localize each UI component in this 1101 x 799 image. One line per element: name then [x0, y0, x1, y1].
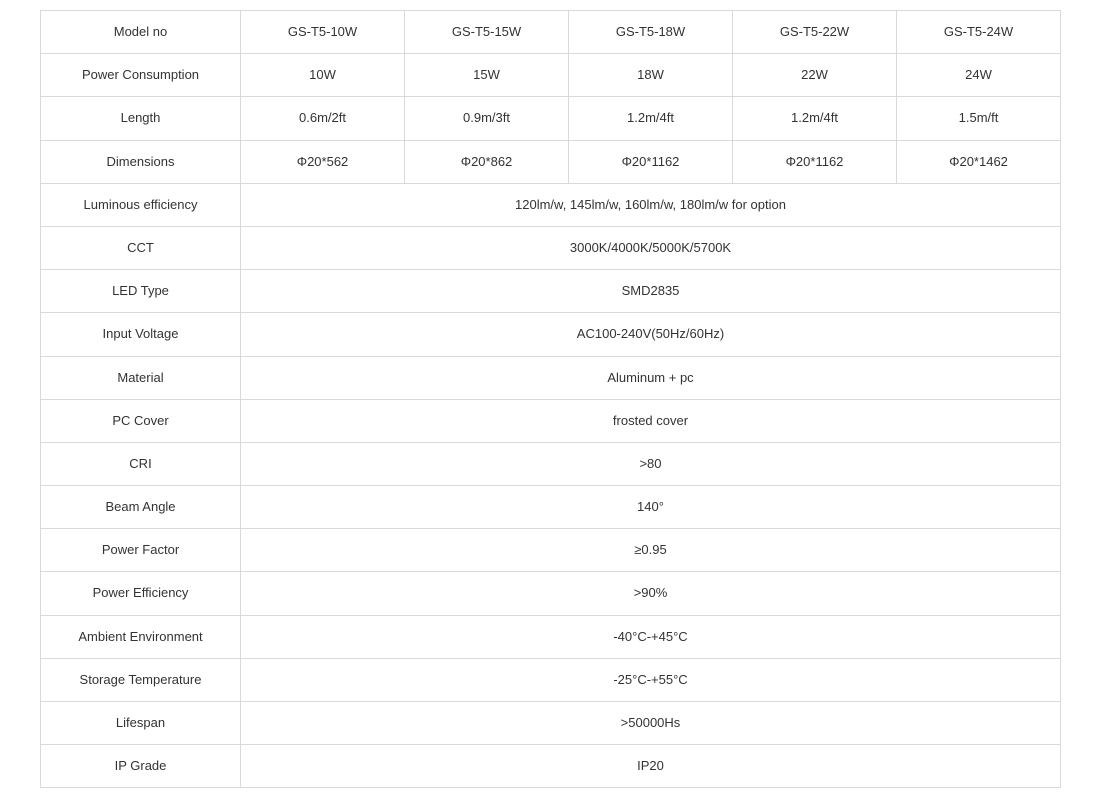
table-row: CRI>80 — [41, 442, 1061, 485]
cell-value: Φ20*1162 — [733, 140, 897, 183]
cell-value: 18W — [569, 54, 733, 97]
spec-table-body: Model noGS-T5-10WGS-T5-15WGS-T5-18WGS-T5… — [41, 11, 1061, 788]
cell-value: 1.2m/4ft — [733, 97, 897, 140]
cell-spanned-value: >90% — [241, 572, 1061, 615]
cell-value: 1.2m/4ft — [569, 97, 733, 140]
cell-spanned-value: >80 — [241, 442, 1061, 485]
cell-value: GS-T5-18W — [569, 11, 733, 54]
table-row: Power Factor≥0.95 — [41, 529, 1061, 572]
row-label: PC Cover — [41, 399, 241, 442]
row-label: LED Type — [41, 270, 241, 313]
table-row: LED TypeSMD2835 — [41, 270, 1061, 313]
row-label: Luminous efficiency — [41, 183, 241, 226]
cell-spanned-value: 120lm/w, 145lm/w, 160lm/w, 180lm/w for o… — [241, 183, 1061, 226]
row-label: Material — [41, 356, 241, 399]
cell-spanned-value: 3000K/4000K/5000K/5700K — [241, 226, 1061, 269]
table-row: Beam Angle140° — [41, 486, 1061, 529]
row-label: Input Voltage — [41, 313, 241, 356]
cell-spanned-value: Aluminum + pc — [241, 356, 1061, 399]
table-row: Storage Temperature-25°C-+55°C — [41, 658, 1061, 701]
row-label: Lifespan — [41, 702, 241, 745]
row-label: Model no — [41, 11, 241, 54]
table-row: Input VoltageAC100-240V(50Hz/60Hz) — [41, 313, 1061, 356]
cell-spanned-value: SMD2835 — [241, 270, 1061, 313]
row-label: CCT — [41, 226, 241, 269]
table-row: Model noGS-T5-10WGS-T5-15WGS-T5-18WGS-T5… — [41, 11, 1061, 54]
cell-spanned-value: -40°C-+45°C — [241, 615, 1061, 658]
row-label: Storage Temperature — [41, 658, 241, 701]
table-row: Length0.6m/2ft0.9m/3ft1.2m/4ft1.2m/4ft1.… — [41, 97, 1061, 140]
row-label: Power Consumption — [41, 54, 241, 97]
table-row: DimensionsΦ20*562Φ20*862Φ20*1162Φ20*1162… — [41, 140, 1061, 183]
table-row: CCT3000K/4000K/5000K/5700K — [41, 226, 1061, 269]
cell-value: Φ20*1462 — [897, 140, 1061, 183]
cell-spanned-value: AC100-240V(50Hz/60Hz) — [241, 313, 1061, 356]
row-label: CRI — [41, 442, 241, 485]
cell-value: GS-T5-10W — [241, 11, 405, 54]
row-label: Ambient Environment — [41, 615, 241, 658]
table-row: PC Coverfrosted cover — [41, 399, 1061, 442]
row-label: Dimensions — [41, 140, 241, 183]
cell-spanned-value: IP20 — [241, 745, 1061, 788]
cell-spanned-value: 140° — [241, 486, 1061, 529]
cell-value: 0.6m/2ft — [241, 97, 405, 140]
cell-value: GS-T5-22W — [733, 11, 897, 54]
cell-value: GS-T5-24W — [897, 11, 1061, 54]
cell-value: Φ20*1162 — [569, 140, 733, 183]
cell-value: 0.9m/3ft — [405, 97, 569, 140]
cell-value: 10W — [241, 54, 405, 97]
cell-spanned-value: >50000Hs — [241, 702, 1061, 745]
cell-value: 1.5m/ft — [897, 97, 1061, 140]
table-row: IP GradeIP20 — [41, 745, 1061, 788]
table-row: Ambient Environment-40°C-+45°C — [41, 615, 1061, 658]
row-label: Beam Angle — [41, 486, 241, 529]
row-label: IP Grade — [41, 745, 241, 788]
spec-table: Model noGS-T5-10WGS-T5-15WGS-T5-18WGS-T5… — [40, 10, 1061, 788]
cell-value: Φ20*862 — [405, 140, 569, 183]
cell-value: 24W — [897, 54, 1061, 97]
table-row: Power Consumption10W15W18W22W24W — [41, 54, 1061, 97]
cell-spanned-value: frosted cover — [241, 399, 1061, 442]
row-label: Length — [41, 97, 241, 140]
cell-spanned-value: ≥0.95 — [241, 529, 1061, 572]
row-label: Power Efficiency — [41, 572, 241, 615]
cell-value: 15W — [405, 54, 569, 97]
cell-value: GS-T5-15W — [405, 11, 569, 54]
row-label: Power Factor — [41, 529, 241, 572]
table-row: MaterialAluminum + pc — [41, 356, 1061, 399]
table-row: Power Efficiency>90% — [41, 572, 1061, 615]
cell-spanned-value: -25°C-+55°C — [241, 658, 1061, 701]
table-row: Luminous efficiency120lm/w, 145lm/w, 160… — [41, 183, 1061, 226]
cell-value: Φ20*562 — [241, 140, 405, 183]
cell-value: 22W — [733, 54, 897, 97]
table-row: Lifespan>50000Hs — [41, 702, 1061, 745]
